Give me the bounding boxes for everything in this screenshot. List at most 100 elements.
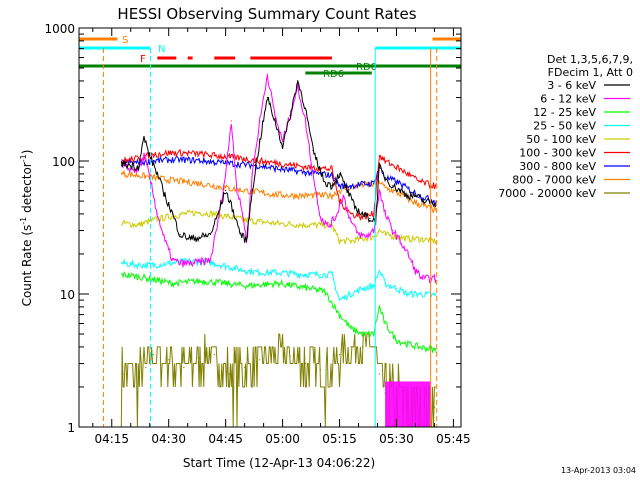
legend-entry-label: 7000 - 20000 keV: [498, 187, 596, 200]
data-point: [407, 238, 409, 240]
legend: Det 1,3,5,6,7,9,FDecim 1, Att 03 - 6 keV…: [498, 53, 633, 200]
series-line-100-300kev: [120, 148, 437, 222]
data-point: [342, 194, 344, 197]
legend-entry-label: 100 - 300 keV: [519, 147, 596, 160]
x-axis-label: Start Time (12-Apr-13 04:06:22): [183, 456, 375, 470]
data-point: [289, 164, 291, 166]
data-point: [179, 233, 181, 236]
data-point: [289, 114, 291, 117]
data-point: [319, 224, 322, 226]
data-point: [350, 240, 352, 242]
data-point: [137, 166, 139, 168]
series-line-6-12kev: [120, 74, 437, 285]
data-point: [293, 285, 295, 287]
data-point: [198, 357, 200, 359]
data-point: [137, 264, 139, 266]
data-point: [217, 213, 219, 215]
data-point: [433, 185, 435, 187]
data-point: [304, 194, 306, 197]
x-tick-label: 05:15: [322, 432, 357, 446]
data-point: [289, 355, 291, 357]
data-point: [335, 216, 337, 218]
data-point: [361, 213, 363, 215]
series-line-3-6kev: [120, 79, 437, 243]
data-point: [350, 327, 352, 330]
data-point: [350, 346, 352, 348]
data-point: [350, 213, 352, 215]
series-line-800-7000kev: [120, 169, 437, 214]
data-point: [433, 294, 435, 296]
data-point: [373, 213, 375, 215]
data-point: [282, 141, 284, 143]
data-point: [259, 221, 261, 223]
data-point: [137, 224, 139, 226]
data-point: [228, 373, 230, 375]
data-point: [183, 213, 185, 215]
data-point: [259, 271, 261, 274]
legend-entry-label: 800 - 7000 keV: [512, 174, 596, 187]
data-point: [384, 177, 386, 179]
data-point: [304, 171, 306, 174]
data-point: [122, 373, 124, 375]
legend-entry-label: 50 - 100 keV: [526, 133, 596, 146]
data-point: [259, 359, 261, 361]
data-point: [418, 181, 420, 183]
data-point: [361, 346, 363, 348]
data-point: [137, 276, 139, 278]
data-point: [149, 278, 151, 280]
data-point: [361, 333, 363, 335]
data-point: [433, 202, 435, 204]
data-point: [164, 194, 166, 197]
data-point: [274, 167, 276, 169]
data-point: [384, 213, 386, 215]
chart-title: HESSI Observing Summary Count Rates: [117, 5, 416, 23]
data-point: [338, 240, 341, 242]
data-point: [122, 173, 124, 175]
data-point: [395, 339, 398, 341]
data-point: [137, 162, 139, 164]
data-point: [168, 216, 170, 218]
data-point: [202, 236, 204, 238]
data-point: [297, 80, 299, 82]
data-point: [384, 233, 386, 236]
data-point: [378, 373, 380, 375]
data-point: [395, 287, 398, 290]
data-point: [259, 160, 261, 162]
data-point: [137, 157, 139, 159]
data-point: [122, 262, 124, 264]
series-line-50-100kev: [120, 209, 437, 245]
data-point: [392, 229, 394, 232]
x-tick-label: 05:30: [379, 432, 414, 446]
data-point: [338, 354, 341, 356]
data-point: [338, 299, 341, 301]
data-point: [168, 159, 170, 161]
data-point: [373, 285, 375, 287]
data-point: [361, 238, 363, 240]
time-markers: [102, 48, 438, 427]
data-point: [228, 188, 230, 190]
data-point: [190, 262, 193, 264]
data-point: [304, 120, 306, 122]
data-point: [259, 120, 261, 122]
legend-entry-label: 25 - 50 keV: [533, 120, 596, 133]
y-axis-label: Count Rate (s-1 detector-1): [19, 150, 34, 307]
data-point: [373, 182, 375, 184]
data-point: [152, 177, 155, 179]
data-point: [331, 274, 333, 276]
data-point: [198, 211, 200, 214]
data-point: [289, 169, 291, 171]
flag-label: N: [158, 44, 165, 55]
data-point: [331, 174, 333, 176]
data-point: [414, 194, 416, 197]
legend-header: FDecim 1, Att 0: [548, 66, 633, 79]
data-point: [274, 271, 276, 274]
data-point: [378, 189, 380, 192]
x-axis-ticks: 04:15 04:30 04:45 05:00 05:15 05:30 05:45: [92, 28, 471, 446]
data-point: [338, 189, 341, 192]
data-point: [282, 145, 284, 147]
data-point: [338, 200, 341, 202]
data-point: [331, 168, 333, 170]
data-point: [274, 352, 276, 354]
